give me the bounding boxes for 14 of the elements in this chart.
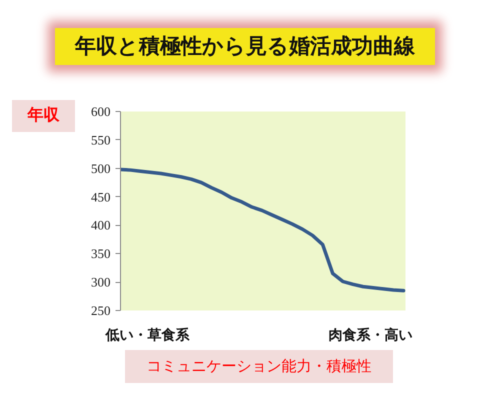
x-axis-title: コミュニケーション能力・積極性 — [146, 357, 372, 377]
y-tick-label: 450 — [91, 189, 110, 204]
line-series — [120, 168, 406, 292]
y-tick-label: 300 — [91, 274, 110, 290]
y-tick-label: 250 — [91, 303, 110, 318]
text: 低い・草食系 — [104, 326, 190, 342]
y-tick-label: 600 — [91, 104, 110, 119]
y-tick-label: 500 — [91, 160, 110, 176]
y-tick-label: 400 — [91, 218, 110, 233]
text: 肉食系・高い — [328, 326, 412, 342]
chart-title: 年収と積極性から見る婚活成功曲線 — [75, 34, 415, 60]
y-axis-title: 年収 — [28, 106, 60, 126]
y-tick-label: 350 — [91, 246, 110, 262]
y-tick-label: 550 — [91, 132, 110, 148]
